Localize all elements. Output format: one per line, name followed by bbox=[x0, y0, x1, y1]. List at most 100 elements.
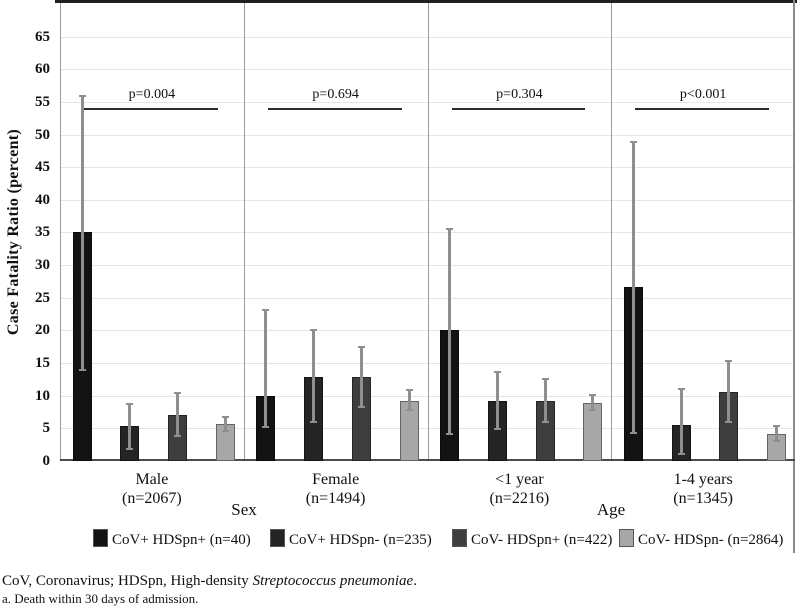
y-tick-label: 40 bbox=[35, 191, 50, 208]
error-bar-cap bbox=[773, 439, 781, 442]
error-bar bbox=[679, 389, 683, 455]
group-label: <1 year (n=2216) bbox=[434, 470, 604, 508]
error-bar bbox=[495, 372, 499, 429]
gridline bbox=[61, 232, 793, 234]
error-bar-cap bbox=[262, 426, 270, 429]
y-tick-label: 20 bbox=[35, 322, 50, 339]
error-bar-cap bbox=[126, 402, 134, 405]
y-tick-label: 30 bbox=[35, 257, 50, 274]
error-bar bbox=[176, 393, 180, 436]
y-tick-label: 65 bbox=[35, 28, 50, 45]
y-tick-label: 25 bbox=[35, 289, 50, 306]
error-bar-cap bbox=[773, 424, 781, 427]
gridline bbox=[61, 395, 793, 397]
error-bar-cap bbox=[493, 428, 501, 430]
y-tick-label: 50 bbox=[35, 126, 50, 143]
axis-section-label-age: Age bbox=[596, 500, 626, 519]
error-bar bbox=[591, 395, 595, 411]
figure-right-border bbox=[793, 0, 795, 553]
error-bar-cap bbox=[405, 409, 413, 412]
legend-label: CoV+ HDSpn+ (n=40) bbox=[112, 532, 251, 548]
bar bbox=[583, 402, 603, 461]
footnote-abbreviations: CoV, Coronavirus; HDSpn, High-density St… bbox=[2, 573, 417, 590]
p-value-label: p=0.004 bbox=[128, 87, 176, 103]
y-tick-label: 10 bbox=[35, 387, 50, 404]
footnote-definition-a: a. Death within 30 days of admission. bbox=[2, 591, 199, 606]
error-bar-cap bbox=[493, 371, 501, 374]
legend-entry: CoV+ HDSpn+ (n=40) bbox=[93, 529, 251, 548]
error-bar-cap bbox=[589, 394, 597, 397]
legend-entry: CoV- HDSpn+ (n=422) bbox=[452, 529, 612, 548]
error-bar bbox=[727, 361, 731, 423]
p-value-label: p=0.694 bbox=[312, 87, 359, 103]
error-bar-cap bbox=[126, 447, 134, 450]
gridline bbox=[61, 36, 793, 38]
error-bar bbox=[128, 403, 132, 449]
group-label-name: 1-4 years bbox=[673, 471, 733, 488]
error-bar-cap bbox=[310, 421, 318, 424]
error-bar-cap bbox=[78, 94, 86, 97]
error-bar-cap bbox=[221, 429, 229, 432]
gridline bbox=[61, 101, 793, 103]
legend-entry: CoV+ HDSpn- (n=235) bbox=[270, 529, 432, 548]
error-bar-cap bbox=[221, 416, 229, 419]
error-bar-cap bbox=[541, 421, 549, 424]
error-bar-cap bbox=[262, 309, 270, 312]
p-value-line bbox=[451, 108, 586, 111]
error-bar-cap bbox=[725, 360, 733, 363]
gridline bbox=[61, 69, 793, 71]
error-bar-cap bbox=[357, 406, 365, 409]
error-bar-cap bbox=[677, 388, 685, 391]
panel-divider bbox=[611, 3, 613, 459]
p-value-label: p<0.001 bbox=[679, 87, 727, 103]
y-tick-label: 0 bbox=[42, 453, 51, 469]
group-label-name: Male bbox=[135, 471, 169, 488]
p-value-line bbox=[84, 108, 218, 111]
error-bar bbox=[543, 378, 547, 423]
legend-swatch bbox=[93, 529, 108, 547]
legend-label: CoV- HDSpn- (n=2864) bbox=[638, 532, 784, 548]
y-tick-label: 15 bbox=[35, 355, 50, 372]
error-bar-cap bbox=[78, 368, 86, 371]
gridline bbox=[61, 363, 793, 365]
group-label-n: (n=2067) bbox=[122, 490, 182, 507]
y-tick-label: 55 bbox=[35, 93, 50, 110]
figure-top-border bbox=[55, 0, 797, 3]
error-bar bbox=[775, 425, 779, 441]
y-tick-label: 35 bbox=[35, 224, 50, 241]
error-bar bbox=[448, 229, 452, 434]
error-bar-cap bbox=[446, 432, 454, 435]
error-bar-cap bbox=[446, 228, 454, 231]
error-bar-cap bbox=[629, 140, 637, 143]
gridline bbox=[61, 428, 793, 430]
group-label-name: Female bbox=[312, 471, 360, 488]
error-bar-cap bbox=[174, 434, 182, 437]
legend-label: CoV+ HDSpn- (n=235) bbox=[289, 532, 432, 548]
legend-swatch bbox=[619, 529, 634, 547]
error-bar bbox=[631, 141, 635, 433]
gridline bbox=[61, 297, 793, 299]
p-value-line bbox=[635, 108, 769, 111]
error-bar-cap bbox=[174, 392, 182, 395]
legend-swatch bbox=[270, 529, 285, 547]
gridline bbox=[61, 167, 793, 169]
error-bar-cap bbox=[677, 453, 685, 456]
legend-swatch bbox=[452, 529, 467, 547]
error-bar bbox=[80, 95, 84, 370]
group-label-n: (n=1494) bbox=[305, 490, 366, 507]
panel-divider bbox=[427, 3, 429, 459]
p-value-line bbox=[267, 108, 402, 111]
group-label-n: (n=1345) bbox=[673, 490, 733, 507]
error-bar-cap bbox=[310, 328, 318, 331]
group-label: Female (n=1494) bbox=[251, 470, 421, 508]
panel-divider bbox=[243, 3, 245, 459]
y-tick-label: 5 bbox=[42, 420, 51, 437]
gridline bbox=[61, 199, 793, 201]
error-bar-cap bbox=[357, 345, 365, 348]
error-bar bbox=[407, 390, 411, 411]
plot-left-border bbox=[60, 3, 61, 461]
legend-entry: CoV- HDSpn- (n=2864) bbox=[619, 529, 784, 548]
gridline bbox=[61, 330, 793, 332]
error-bar-cap bbox=[405, 389, 413, 392]
